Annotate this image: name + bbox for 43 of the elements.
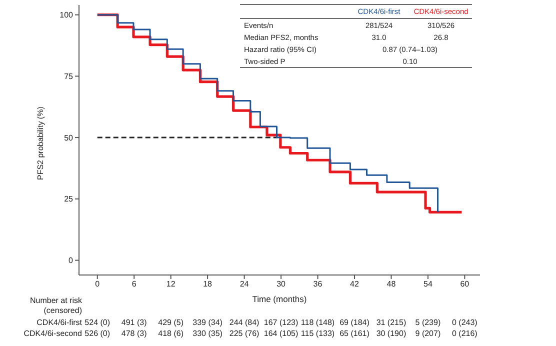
text: Number at risk (censored) — [28, 296, 82, 316]
text: 9 (207) — [415, 329, 441, 338]
x-tick-label: 42 — [350, 280, 360, 289]
x-tick-label: 60 — [460, 280, 470, 289]
text: 526 (0) — [84, 329, 110, 338]
text: 339 (34) — [192, 318, 222, 327]
text: 69 (184) — [340, 318, 370, 327]
text: 429 (5) — [158, 318, 184, 327]
text: 491 (3) — [120, 318, 148, 327]
text: 524 (0) — [84, 318, 110, 327]
text: 330 (35) — [192, 329, 222, 338]
x-axis-title: Time (months) — [251, 294, 308, 304]
text: CDK4/6i-first — [36, 318, 82, 327]
y-axis-title: PFS2 probability (%) — [36, 106, 45, 180]
y-tick-label: 75 — [64, 72, 74, 82]
text: 31 (215) — [376, 318, 406, 327]
text: 118 (148) — [300, 318, 335, 327]
text: 418 (6) — [158, 329, 184, 338]
x-tick-label: 30 — [276, 280, 286, 289]
x-tick-label: 18 — [203, 280, 213, 289]
x-tick-label: 24 — [240, 280, 250, 289]
x-tick-label: 6 — [132, 280, 137, 289]
text: CDK4/6i-second — [24, 329, 82, 338]
text: 164 (105) — [264, 329, 298, 338]
text: 0 (216) — [451, 329, 478, 338]
y-tick-label: 0 — [68, 256, 74, 266]
y-tick-label: 50 — [64, 133, 74, 142]
x-tick-label: 36 — [313, 280, 323, 289]
x-tick-label: 12 — [166, 280, 176, 289]
x-tick-label: 54 — [424, 280, 433, 289]
text: 0 (243) — [451, 318, 478, 327]
y-tick-label: 25 — [64, 194, 74, 204]
text: 478 (3) — [120, 329, 148, 338]
text: 30 (190) — [376, 329, 406, 338]
x-tick-label: 0 — [95, 280, 100, 289]
x-tick-label: 48 — [386, 280, 396, 289]
y-tick-label: 100 — [60, 10, 74, 20]
text: 167 (123) — [264, 318, 298, 327]
text: 115 (133) — [300, 329, 335, 338]
text: 65 (161) — [340, 329, 370, 338]
text: 225 (76) — [229, 329, 260, 338]
text: 244 (84) — [229, 318, 260, 327]
text: 5 (239) — [415, 318, 441, 327]
